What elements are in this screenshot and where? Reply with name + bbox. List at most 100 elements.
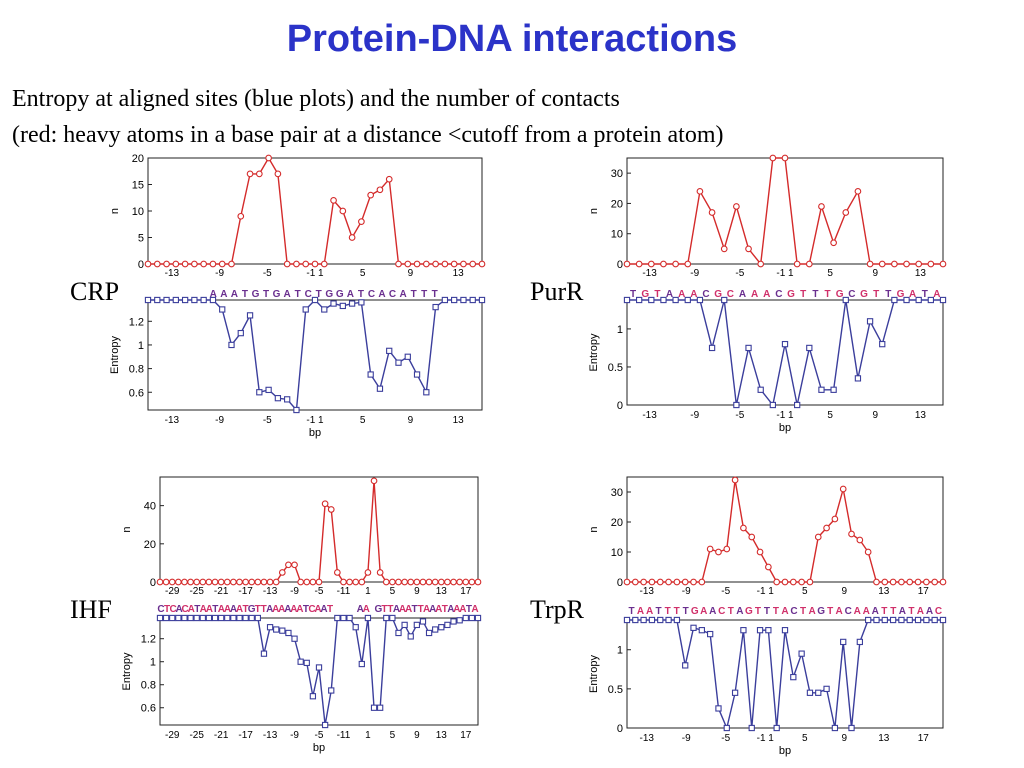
contacts-point bbox=[395, 260, 402, 268]
contacts-xtick-label: -9 bbox=[690, 268, 699, 279]
entropy-xtick-label: -13 bbox=[640, 733, 655, 744]
contacts-point bbox=[848, 530, 855, 538]
contacts-point bbox=[460, 260, 467, 268]
sequence-base: A bbox=[284, 604, 291, 615]
contacts-point bbox=[745, 245, 752, 253]
entropy-point bbox=[733, 401, 740, 409]
entropy-ytick-label: 0.8 bbox=[129, 364, 144, 376]
contacts-point bbox=[673, 578, 681, 586]
sequence-base: A bbox=[347, 289, 354, 300]
entropy-point bbox=[297, 658, 304, 665]
sequence-base: T bbox=[881, 606, 887, 617]
contacts-point bbox=[431, 578, 439, 586]
entropy-point bbox=[413, 371, 421, 378]
entropy-point bbox=[358, 660, 365, 668]
sequence-base: A bbox=[320, 604, 327, 615]
entropy-point bbox=[395, 359, 402, 366]
contacts-point bbox=[413, 260, 421, 268]
entropy-point bbox=[723, 724, 730, 732]
contacts-point bbox=[793, 260, 801, 268]
contacts-point bbox=[873, 578, 880, 586]
contacts-series-line-3 bbox=[627, 479, 943, 583]
sequence-base: C bbox=[790, 606, 797, 617]
sequence-base: A bbox=[236, 604, 243, 615]
entropy-xtick-label: -11 bbox=[337, 730, 351, 741]
entropy-point bbox=[806, 344, 813, 352]
entropy-point bbox=[854, 375, 862, 382]
contacts-point bbox=[469, 260, 477, 268]
sequence-base: G bbox=[641, 289, 649, 300]
entropy-point bbox=[889, 616, 897, 624]
sequence-base: C bbox=[702, 289, 709, 300]
entropy-xlabel: bp bbox=[309, 427, 321, 439]
entropy-xtick-label: -9 bbox=[290, 730, 299, 741]
entropy-point bbox=[309, 693, 317, 700]
entropy-point bbox=[175, 614, 182, 622]
entropy-point bbox=[462, 614, 469, 622]
entropy-point bbox=[866, 318, 874, 325]
entropy-xtick-label: -5 bbox=[315, 730, 324, 741]
entropy-point bbox=[478, 296, 486, 304]
entropy-point bbox=[328, 687, 335, 694]
sequence-base: A bbox=[230, 604, 237, 615]
entropy-point bbox=[348, 300, 356, 307]
contacts-point bbox=[635, 260, 643, 268]
contacts-xtick-label: 9 bbox=[873, 268, 879, 279]
entropy-point bbox=[438, 624, 445, 631]
entropy-point bbox=[273, 626, 280, 633]
contacts-point bbox=[839, 485, 847, 493]
entropy-point bbox=[156, 614, 164, 622]
sequence-base: A bbox=[220, 289, 227, 300]
entropy-ylabel: Entropy bbox=[109, 336, 121, 374]
entropy-point bbox=[367, 371, 374, 378]
entropy-plot-frame-1 bbox=[626, 299, 944, 406]
sequence-base: T bbox=[358, 289, 364, 300]
sequence-base: G bbox=[374, 604, 382, 615]
entropy-point bbox=[358, 299, 365, 306]
entropy-point bbox=[162, 614, 170, 622]
entropy-point bbox=[939, 616, 947, 624]
sequence-base: A bbox=[690, 289, 697, 300]
contacts-point bbox=[321, 500, 329, 508]
contacts-point bbox=[211, 578, 219, 586]
contacts-point bbox=[681, 578, 689, 586]
contacts-point bbox=[309, 578, 317, 586]
entropy-point bbox=[794, 401, 801, 409]
contacts-point bbox=[915, 260, 923, 268]
contacts-point bbox=[242, 578, 249, 586]
contacts-point bbox=[187, 578, 194, 586]
contacts-point bbox=[168, 578, 176, 586]
sequence-base: T bbox=[387, 604, 393, 615]
contacts-point bbox=[723, 545, 731, 553]
sequence-base: T bbox=[890, 606, 896, 617]
contacts-ytick-label: 10 bbox=[611, 547, 623, 559]
contacts-point bbox=[404, 260, 412, 268]
contacts-point bbox=[684, 260, 692, 268]
entropy-xtick-label: -1 1 bbox=[776, 410, 794, 421]
contacts-point bbox=[757, 260, 765, 268]
contacts-point bbox=[478, 260, 486, 268]
contacts-point bbox=[781, 578, 789, 586]
entropy-point bbox=[831, 724, 839, 732]
contacts-point bbox=[656, 578, 664, 586]
entropy-point bbox=[865, 616, 872, 624]
contacts-point bbox=[864, 548, 872, 556]
contacts-point bbox=[327, 506, 335, 513]
contacts-xtick-label: -17 bbox=[238, 586, 253, 597]
entropy-point bbox=[781, 340, 789, 348]
entropy-point bbox=[757, 386, 764, 393]
sequence-base: T bbox=[418, 604, 424, 615]
entropy-point bbox=[898, 616, 905, 624]
entropy-point bbox=[144, 296, 152, 304]
entropy-xtick-label: -21 bbox=[214, 730, 229, 741]
sequence-base: A bbox=[917, 606, 924, 617]
sequence-base: T bbox=[432, 289, 438, 300]
contacts-point bbox=[352, 578, 360, 586]
contacts-point bbox=[748, 533, 756, 541]
contacts-point bbox=[260, 578, 268, 586]
sequence-base: A bbox=[739, 289, 746, 300]
entropy-point bbox=[228, 341, 235, 349]
sequence-base: T bbox=[194, 604, 200, 615]
contacts-point bbox=[814, 533, 822, 541]
sequence-base: T bbox=[466, 604, 472, 615]
